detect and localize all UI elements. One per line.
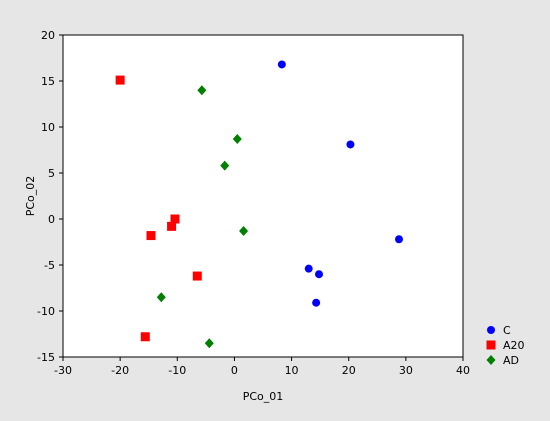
x-tick-label: -20 (111, 364, 129, 377)
axis-ticks: -30 -20 -10 0 10 20 30 40 -15 -10 -5 0 5 10 15 20 (37, 29, 470, 377)
point-ad (239, 225, 249, 236)
x-tick-label: 30 (399, 364, 413, 377)
legend-label-a20: A20 (503, 339, 525, 352)
y-tick-label: -10 (37, 305, 55, 318)
point-c (277, 60, 286, 69)
legend-label-ad: AD (503, 354, 519, 367)
y-tick-label: 5 (48, 167, 55, 180)
y-tick-label: 10 (41, 121, 55, 134)
y-tick-label: 0 (48, 213, 55, 226)
legend-marker-c (487, 326, 495, 334)
point-a20 (140, 332, 150, 342)
y-axis-label: PCo_02 (24, 176, 37, 217)
x-tick-label: 40 (456, 364, 470, 377)
point-ad (156, 292, 166, 303)
x-tick-label: 20 (342, 364, 356, 377)
point-a20 (115, 75, 125, 85)
data-points (115, 60, 403, 349)
x-tick-label: 10 (285, 364, 299, 377)
plot-area (62, 34, 464, 358)
point-a20 (192, 271, 202, 281)
point-c (315, 270, 323, 279)
point-a20 (146, 231, 156, 241)
x-tick-label: -30 (54, 364, 72, 377)
point-a20 (170, 214, 180, 224)
legend-marker-ad (486, 355, 496, 365)
point-c (304, 264, 313, 273)
y-tick-label: 20 (41, 29, 55, 42)
y-tick-label: 15 (41, 75, 55, 88)
y-tick-label: -15 (37, 351, 55, 364)
x-tick-label: -10 (168, 364, 186, 377)
point-ad (197, 85, 207, 96)
point-c (312, 298, 321, 307)
point-c (346, 140, 355, 149)
point-ad (220, 160, 230, 171)
point-a20 (167, 221, 177, 231)
legend-label-c: C (503, 324, 511, 337)
legend: C A20 AD (486, 324, 525, 367)
y-tick-label: -5 (44, 259, 55, 272)
point-ad (204, 338, 214, 349)
point-c (395, 235, 403, 244)
legend-marker-a20 (486, 340, 496, 350)
x-axis-label: PCo_01 (243, 390, 284, 403)
point-ad (232, 133, 242, 144)
x-tick-label: 0 (231, 364, 238, 377)
